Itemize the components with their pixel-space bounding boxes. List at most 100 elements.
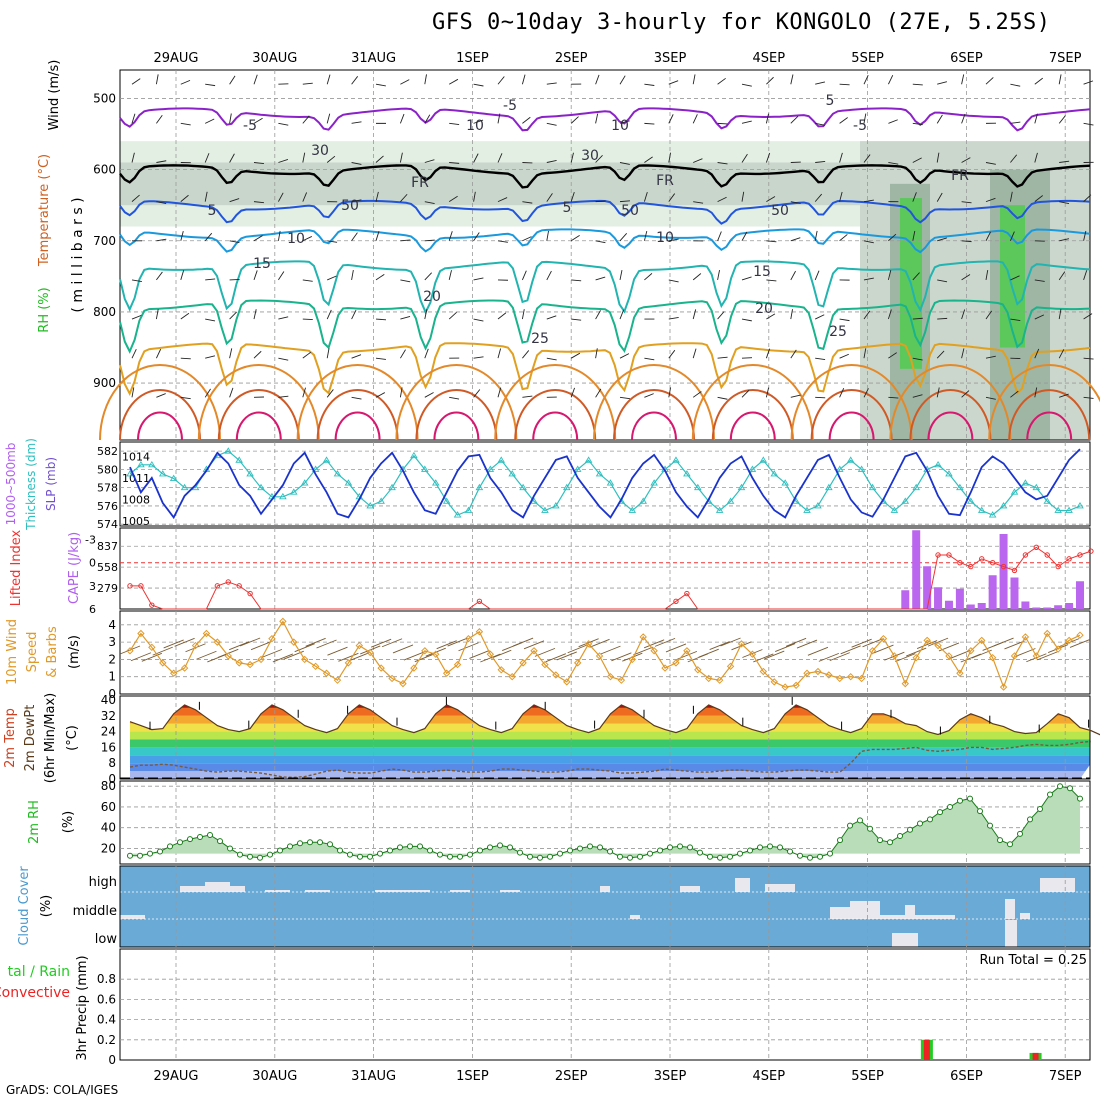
upper-air-panel: 500 600 700 800 900 -5 -5 5 -5 FR FR FR 5 5 10 10 15 15 20… xyxy=(37,60,1100,441)
rh-tick: 80 xyxy=(101,779,116,793)
wind-barb xyxy=(1034,77,1044,85)
contour-label: FR xyxy=(951,168,969,184)
wind-barb xyxy=(205,278,216,281)
surface-isotherm xyxy=(927,411,974,441)
cloud-high xyxy=(180,886,205,892)
wind-barb xyxy=(497,113,501,124)
slp-tick: 1005 xyxy=(122,515,150,528)
wind-point xyxy=(366,648,374,657)
wind-barb xyxy=(253,117,263,124)
wind-barb xyxy=(961,74,965,85)
surface-isotherm xyxy=(810,389,893,441)
rh-point xyxy=(557,850,563,857)
wind-barb xyxy=(1034,195,1043,202)
rh-point xyxy=(947,803,953,810)
wind-barb xyxy=(400,79,410,85)
rh-point xyxy=(727,853,733,860)
thickness-point xyxy=(1076,502,1084,509)
wind-barb xyxy=(399,387,403,398)
wind-barb-10m xyxy=(720,637,741,647)
wind-barb xyxy=(693,158,703,163)
wind-barb xyxy=(570,352,581,359)
precip-tick: 0.4 xyxy=(97,1013,116,1027)
thickness-point xyxy=(246,470,254,477)
wind-barb xyxy=(448,78,459,85)
thickness-point xyxy=(988,511,997,518)
rh-point xyxy=(437,851,443,858)
thickness-point xyxy=(945,470,953,477)
wind-barb xyxy=(253,270,258,281)
wind-barb xyxy=(912,317,923,320)
wind-barb xyxy=(644,357,655,361)
wind-point xyxy=(399,679,407,688)
li-tick: 3 xyxy=(89,580,96,593)
wind-barb-10m xyxy=(305,637,326,647)
wind-barb-10m xyxy=(534,647,556,657)
wind-barb xyxy=(961,157,971,163)
surface-isotherm xyxy=(514,389,597,441)
wind-barb-10m xyxy=(491,649,512,659)
cloud-low xyxy=(1005,920,1017,947)
precip-tick: 0.2 xyxy=(97,1033,116,1047)
li-point xyxy=(979,556,985,562)
wind-barb-10m xyxy=(469,649,490,659)
wind-point xyxy=(333,676,342,684)
wind-barb-10m xyxy=(480,653,501,663)
cape-bar xyxy=(912,530,921,609)
cloud-bg xyxy=(120,866,1090,947)
temp-tick: 8 xyxy=(108,756,116,770)
date-label-bottom: 5SEP xyxy=(851,1069,884,1084)
thickness-point xyxy=(857,465,866,472)
rh-area xyxy=(130,786,1080,858)
wind-barb xyxy=(473,232,480,242)
wind-barb xyxy=(204,232,213,242)
wind-barb xyxy=(912,157,922,163)
rh-point xyxy=(127,852,133,859)
wind-barb xyxy=(1058,309,1062,320)
precip-panel: 0 0.2 0.4 0.6 0.8 Run Total = 0.25 tal / Rain C… xyxy=(0,948,1091,1067)
wind-barb xyxy=(595,276,606,281)
wind-barb xyxy=(717,356,728,359)
cloud-mid xyxy=(830,907,850,919)
surface-isotherm xyxy=(909,389,992,441)
thickness-point xyxy=(453,511,462,518)
wind-barb-10m xyxy=(807,646,829,656)
wind-frame xyxy=(119,610,1091,695)
precip-frame xyxy=(119,948,1091,1061)
wind-barb xyxy=(1034,152,1038,163)
wind-barb xyxy=(692,114,698,124)
thickness-point xyxy=(825,483,833,491)
rh-point xyxy=(267,851,273,858)
wind-point xyxy=(497,666,505,674)
isotherm-line xyxy=(119,107,1091,132)
wind-barb xyxy=(570,191,575,202)
rh-tick: 40 xyxy=(101,821,116,835)
wind-barb xyxy=(351,354,362,359)
surface-isotherm xyxy=(119,389,201,441)
wind-label: (m/s) xyxy=(67,635,82,669)
wind-barb xyxy=(131,387,135,398)
wind-barb xyxy=(766,313,776,320)
rh-point xyxy=(367,853,373,860)
wind-barb-10m xyxy=(403,651,425,661)
wind-point xyxy=(868,647,877,655)
date-label-bottom: 7SEP xyxy=(1049,1069,1082,1084)
wind-point xyxy=(573,659,582,667)
date-label-bottom: 31AUG xyxy=(351,1069,396,1084)
wind-barb xyxy=(521,74,526,85)
contour-label: -5 xyxy=(243,118,257,134)
wind-point xyxy=(1010,652,1019,660)
temp-band xyxy=(130,771,1090,779)
wind-point xyxy=(617,676,626,684)
wind-barb xyxy=(815,81,826,85)
wind-barb xyxy=(156,115,163,124)
thickness-point xyxy=(322,456,331,463)
rh-point xyxy=(247,853,253,860)
wind-point xyxy=(388,674,396,683)
wind-barb xyxy=(692,391,702,398)
thickness-point xyxy=(672,456,680,463)
wind-barb xyxy=(863,113,867,124)
wind-barb xyxy=(863,74,869,85)
cloud-mid xyxy=(1005,899,1015,919)
wind-barb xyxy=(1034,387,1038,398)
